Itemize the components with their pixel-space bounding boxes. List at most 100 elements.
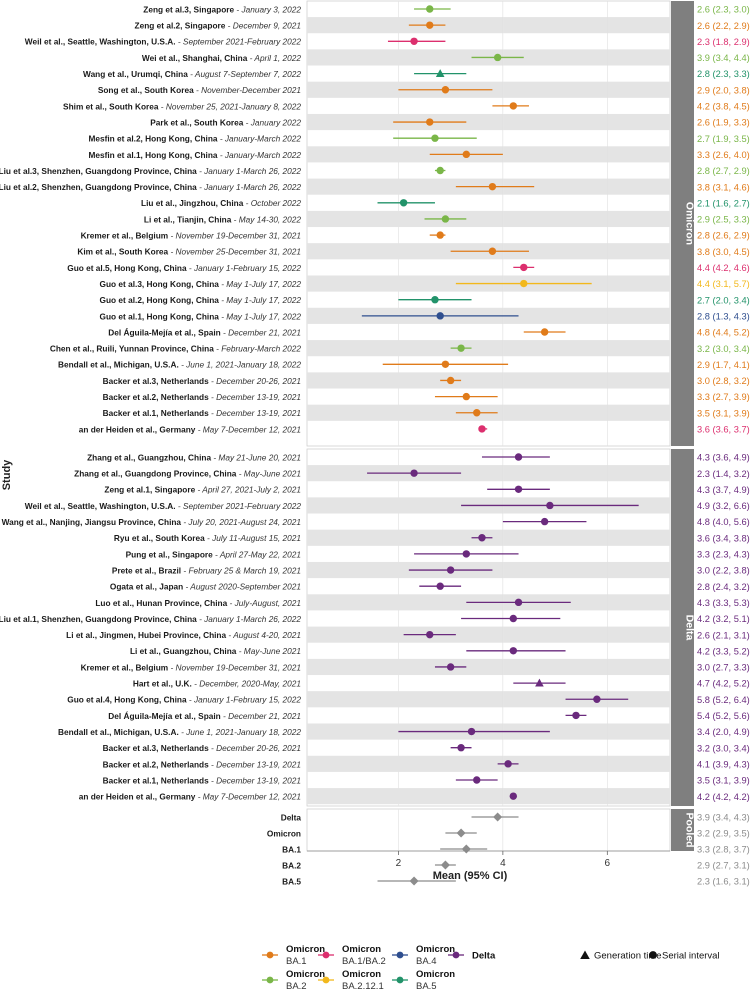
x-tick-label: 6 (605, 858, 611, 869)
legend-label: BA.1 (286, 956, 307, 967)
row-band (307, 372, 670, 389)
estimate-label: 4.2 (3.2, 5.1) (697, 614, 750, 624)
estimate-label: 3.0 (2.8, 3.2) (697, 376, 750, 386)
estimate-label: 3.3 (2.6, 4.0) (697, 150, 750, 160)
row-band (307, 658, 670, 676)
point-estimate (410, 37, 418, 45)
estimate-label: 3.2 (3.0, 3.4) (697, 344, 750, 354)
estimate-label: 4.1 (3.9, 4.3) (697, 759, 750, 769)
x-tick-label: 2 (396, 858, 402, 869)
study-label: Backer et al.3, Netherlands - December 2… (103, 743, 301, 753)
study-label: Liu et al.2, Shenzhen, Guangdong Provinc… (0, 182, 301, 192)
point-estimate (509, 102, 518, 110)
legend-label: BA.5 (416, 981, 437, 992)
study-label: Luo et al., Hunan Province, China - July… (95, 598, 301, 608)
point-estimate (410, 469, 418, 477)
legend-label: Omicron (286, 944, 325, 955)
row-band (307, 465, 670, 482)
legend-label: Omicron (416, 969, 455, 980)
legend-label: BA.2.12.1 (342, 981, 384, 992)
row-band (307, 113, 670, 131)
study-label: Liu et al.3, Shenzhen, Guangdong Provinc… (0, 166, 301, 176)
point-estimate (509, 647, 518, 655)
point-estimate (431, 296, 439, 304)
study-label: Ogata et al., Japan - August 2020-Septem… (110, 582, 301, 592)
study-label: Backer et al.1, Netherlands - December 1… (103, 408, 301, 418)
estimate-label: 4.8 (4.4, 5.2) (697, 328, 750, 338)
legend-label: Omicron (342, 969, 381, 980)
estimate-label: 2.8 (2.6, 2.9) (697, 231, 750, 241)
point-estimate (514, 598, 523, 607)
estimate-label: 5.8 (5.2, 6.4) (697, 695, 750, 705)
estimate-label: 3.3 (2.7, 3.9) (697, 392, 750, 402)
study-label: Zhang et al., Guangzhou, China - May 21-… (87, 452, 301, 462)
study-label: Delta (281, 812, 302, 822)
estimate-label: 4.3 (3.6, 4.9) (697, 453, 750, 463)
point-estimate (446, 566, 455, 574)
point-estimate (426, 630, 434, 639)
estimate-label: 4.2 (3.8, 4.5) (697, 102, 750, 112)
legend-label: Omicron (342, 944, 381, 955)
point-estimate (440, 860, 450, 870)
estimate-label: 5.4 (5.2, 5.6) (697, 711, 750, 721)
panel-strip-label: Pooled (684, 812, 696, 847)
estimate-label: 3.8 (3.1, 4.6) (697, 182, 750, 192)
study-label: Liu et al., Jingzhou, China - October 20… (141, 198, 301, 208)
panel-strip (671, 1, 694, 446)
legend-shape-label: Serial interval (662, 951, 720, 962)
legend-key-dot (322, 976, 330, 984)
estimate-label: 4.8 (4.0, 5.6) (697, 517, 750, 527)
study-label: Backer et al.2, Netherlands - December 1… (103, 759, 301, 769)
study-label: Guo et al.5, Hong Kong, China - January … (67, 263, 301, 273)
estimate-label: 2.6 (2.1, 3.1) (697, 630, 750, 640)
estimate-label: 2.8 (2.3, 3.3) (697, 69, 750, 79)
point-estimate (504, 760, 512, 768)
point-estimate (467, 727, 476, 736)
study-label: Shim et al., South Korea - November 25, … (63, 101, 301, 111)
study-label: Kremer et al., Belgium - November 19-Dec… (81, 662, 301, 672)
legend-label: BA.4 (416, 956, 437, 967)
point-estimate (426, 118, 434, 126)
y-axis-title: Study (1, 459, 13, 490)
study-label: Backer et al.3, Netherlands - December 2… (103, 376, 301, 386)
estimate-label: 2.9 (2.7, 3.1) (697, 861, 750, 871)
study-label: Del Águila-Mejía et al., Spain - Decembe… (108, 327, 301, 337)
point-estimate (409, 876, 419, 886)
study-label: Kremer et al., Belgium - November 19-Dec… (81, 231, 301, 241)
estimate-label: 4.2 (4.2, 4.2) (697, 792, 750, 802)
point-estimate (540, 328, 549, 336)
estimate-label: 4.4 (4.2, 4.6) (697, 263, 750, 273)
estimate-label: 4.3 (3.3, 5.3) (697, 598, 750, 608)
legend-label: Delta (472, 951, 496, 962)
study-label: Backer et al.2, Netherlands - December 1… (103, 392, 301, 402)
x-axis-title: Mean (95% CI) (433, 870, 508, 882)
estimate-label: 2.8 (2.4, 3.2) (697, 582, 750, 592)
point-estimate (436, 166, 444, 175)
estimate-label: 2.3 (1.6, 3.1) (697, 877, 750, 887)
gridlines (398, 1, 608, 851)
point-estimate (488, 182, 497, 191)
row-band (307, 691, 670, 708)
study-label: Prete et al., Brazil - February 25 & Mar… (112, 565, 301, 575)
study-label: Backer et al.1, Netherlands - December 1… (103, 775, 301, 785)
estimate-label: 3.6 (3.4, 3.8) (697, 533, 750, 543)
study-label: Mesfin et al.2, Hong Kong, China - Janua… (88, 134, 301, 144)
data-marks (361, 5, 639, 886)
study-label: Li et al., Tianjin, China - May 14-30, 2… (144, 214, 301, 224)
estimate-label: 2.7 (2.0, 3.4) (697, 295, 750, 305)
estimate-label: 4.3 (3.7, 4.9) (697, 485, 750, 495)
point-estimate (441, 360, 450, 368)
estimate-label: 3.8 (3.0, 4.5) (697, 247, 750, 257)
point-estimate (478, 425, 486, 433)
point-estimate (509, 614, 518, 623)
point-estimate (436, 312, 444, 320)
study-label: Zeng et al.3, Singapore - January 3, 202… (143, 4, 301, 14)
study-label: Zeng et al.1, Singapore - April 27, 2021… (104, 485, 301, 495)
study-label: Park et al., South Korea - January 2022 (150, 117, 301, 127)
point-estimate (462, 550, 471, 558)
study-label: Guo et al.1, Hong Kong, China - May 1-Ju… (100, 311, 302, 321)
x-axis: 2 4 6 (307, 850, 670, 869)
panel-strip (671, 809, 694, 851)
study-label: Wang et al., Urumqi, China - August 7-Se… (83, 69, 301, 79)
